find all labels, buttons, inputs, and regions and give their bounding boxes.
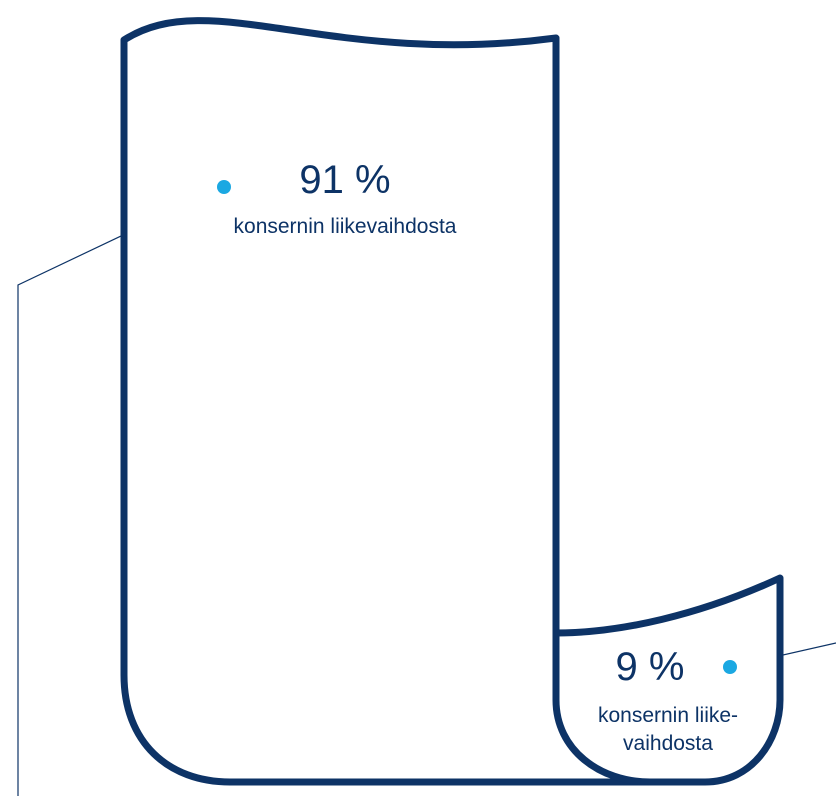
small-segment-caption-line2: vaihdosta bbox=[623, 732, 713, 755]
large-segment-outline bbox=[120, 17, 784, 786]
small-segment-outline bbox=[552, 633, 651, 786]
large-segment-percent: 91 % bbox=[299, 158, 391, 202]
dot-marker-large bbox=[217, 180, 231, 194]
small-segment-percent: 9 % bbox=[615, 645, 685, 689]
dot-marker-small bbox=[723, 660, 737, 674]
large-segment-caption: konsernin liikevaihdosta bbox=[233, 215, 457, 238]
small-segment-caption-line1: konsernin liike- bbox=[597, 704, 739, 727]
